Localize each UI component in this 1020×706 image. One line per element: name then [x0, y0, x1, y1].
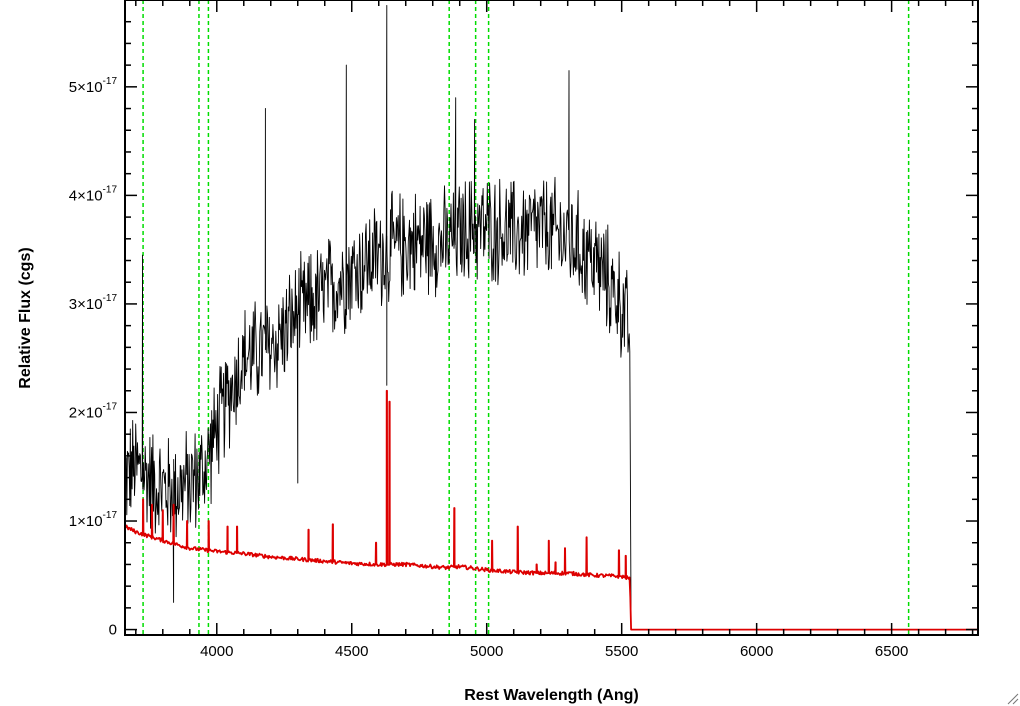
- y-tick-label: 3×10-17: [69, 293, 118, 313]
- y-tick-exponent: -17: [103, 76, 118, 87]
- spectrum-series: [124, 4, 978, 631]
- x-tick-label: 6500: [875, 643, 908, 660]
- y-axis-ticks: 01×10-172×10-173×10-174×10-175×10-17: [69, 20, 978, 639]
- emission-line-markers: [142, 0, 910, 635]
- y-tick-mantissa: 3×10: [69, 296, 103, 313]
- y-tick-label: 4×10-17: [69, 184, 118, 204]
- y-tick-label: 0: [109, 622, 117, 639]
- x-tick-label: 4000: [200, 643, 233, 660]
- y-tick-label: 2×10-17: [69, 401, 118, 421]
- x-tick-label: 6000: [740, 643, 773, 660]
- y-tick-mantissa: 5×10: [69, 79, 103, 96]
- x-tick-label: 4500: [335, 643, 368, 660]
- y-tick-mantissa: 0: [109, 622, 117, 639]
- y-tick-label: 1×10-17: [69, 510, 118, 530]
- y-tick-exponent: -17: [103, 293, 118, 304]
- x-axis-label: Rest Wavelength (Ang): [464, 687, 639, 704]
- resize-grip-icon[interactable]: [1007, 693, 1019, 705]
- y-axis-label: Relative Flux (cgs): [17, 247, 34, 388]
- y-tick-exponent: -17: [103, 510, 118, 521]
- observed-spectrum-line: [124, 4, 978, 631]
- model-spectrum-line: [124, 389, 978, 631]
- y-tick-label: 5×10-17: [69, 76, 118, 96]
- y-tick-mantissa: 4×10: [69, 187, 103, 204]
- plot-frame: [124, 0, 979, 636]
- y-tick-mantissa: 1×10: [69, 513, 103, 530]
- x-axis-ticks: 4000 4500 5000 5500 6000 6500: [135, 0, 974, 660]
- x-tick-label: 5500: [605, 643, 638, 660]
- x-tick-label: 5000: [470, 643, 503, 660]
- y-tick-mantissa: 2×10: [69, 404, 103, 421]
- y-tick-exponent: -17: [103, 401, 118, 412]
- y-tick-exponent: -17: [103, 184, 118, 195]
